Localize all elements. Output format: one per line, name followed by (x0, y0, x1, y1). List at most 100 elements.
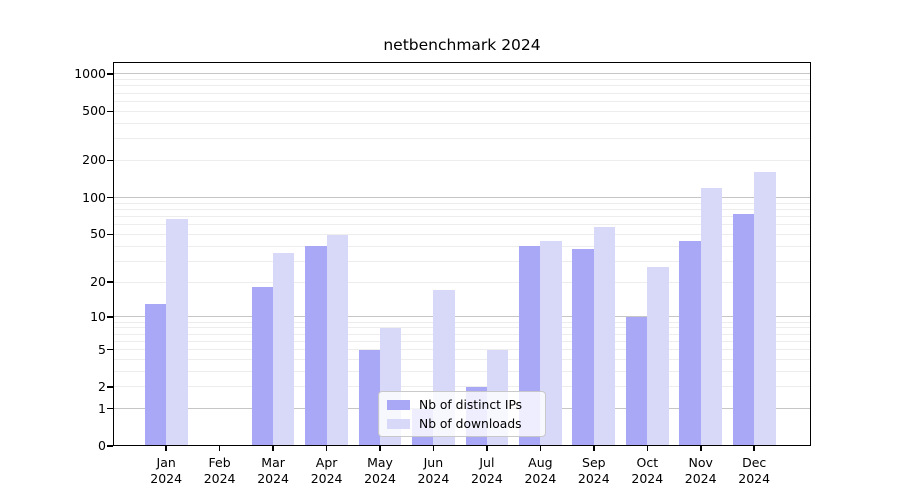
y-tick-label-2: 2 (98, 378, 106, 394)
gridline-minor-90 (113, 202, 811, 204)
x-axis-tick-oct (646, 446, 648, 451)
x-tick-year-jan: 2024 (150, 471, 183, 486)
x-tick-label-jan: Jan 2024 (126, 455, 206, 487)
gridline-minor-500 (113, 110, 811, 112)
x-tick-month-apr: Apr (315, 455, 338, 470)
y-tick-label-500: 500 (82, 103, 106, 119)
gridline-minor-9 (113, 321, 811, 323)
y-tick-label-0: 0 (98, 438, 106, 453)
x-tick-label-nov: Nov 2024 (661, 455, 741, 487)
y-tick-label-100: 100 (82, 189, 106, 205)
x-tick-year-mar: 2024 (257, 471, 289, 486)
x-axis-tick-jan (165, 446, 167, 451)
y-tick-label-200: 200 (82, 152, 106, 168)
gridline-minor-3 (113, 370, 811, 372)
gridline-minor-2 (113, 386, 811, 388)
y-tick-label-10: 10 (90, 308, 106, 324)
bar-downloads-sep (593, 227, 616, 446)
y-axis-tick-2 (107, 386, 113, 388)
x-tick-label-oct: Oct 2024 (607, 455, 687, 487)
x-tick-year-jul: 2024 (470, 471, 503, 486)
bar-distinct-ips-apr (305, 246, 327, 446)
y-axis-tick-100 (107, 196, 113, 199)
gridline-minor-4 (113, 358, 811, 360)
x-tick-year-sep: 2024 (577, 471, 610, 486)
x-tick-label-aug: Aug 2024 (500, 455, 580, 487)
gridline-minor-30 (113, 260, 811, 262)
bar-distinct-ips-dec (732, 213, 755, 446)
gridline-major-1000 (113, 73, 811, 75)
x-axis-tick-sep (593, 446, 595, 451)
x-tick-month-nov: Nov (688, 455, 713, 470)
chart-title: netbenchmark 2024 (383, 36, 541, 54)
x-tick-year-jun: 2024 (417, 471, 450, 486)
x-tick-year-nov: 2024 (684, 471, 717, 486)
legend-item-downloads: Nb of downloads (387, 417, 537, 431)
y-axis-tick-50 (107, 233, 113, 235)
y-tick-label-5: 5 (98, 341, 106, 357)
gridline-minor-70 (113, 215, 811, 217)
x-tick-label-dec: Dec 2024 (714, 455, 794, 487)
y-tick-label-1000: 1000 (74, 65, 106, 81)
x-axis-tick-dec (753, 446, 755, 451)
x-axis-tick-mar (272, 446, 274, 451)
x-tick-year-feb: 2024 (203, 471, 236, 486)
x-tick-label-mar: Mar 2024 (233, 455, 313, 487)
x-tick-label-may: May 2024 (340, 455, 420, 487)
bar-distinct-ips-nov (679, 241, 701, 446)
x-tick-month-may: May (367, 455, 393, 470)
x-tick-month-jun: Jun (423, 455, 444, 470)
gridline-minor-5 (113, 349, 811, 350)
x-tick-label-jul: Jul 2024 (447, 455, 527, 487)
legend: Nb of distinct IPs Nb of downloads (378, 391, 546, 437)
x-axis-tick-apr (325, 446, 328, 451)
legend-swatch-downloads (387, 418, 410, 429)
bar-distinct-ips-mar (251, 287, 274, 446)
bar-downloads-oct (647, 266, 669, 446)
gridline-minor-200 (113, 159, 811, 161)
y-axis-tick-10 (107, 316, 113, 318)
bar-downloads-nov (700, 188, 723, 446)
gridline-minor-300 (113, 138, 811, 140)
x-axis-tick-feb (218, 446, 221, 451)
y-tick-label-20: 20 (90, 274, 106, 289)
gridline-minor-7 (113, 333, 811, 335)
gridline-minor-40 (113, 245, 811, 247)
gridline-minor-80 (113, 208, 811, 210)
gridline-major-10 (113, 316, 811, 318)
x-tick-month-jul: Jul (479, 455, 495, 470)
bar-downloads-jan (166, 218, 188, 446)
y-axis-tick-200 (107, 159, 113, 162)
x-axis-tick-aug (539, 446, 542, 451)
y-tick-label-1: 1 (98, 400, 106, 416)
gridline-major-100 (113, 197, 811, 198)
y-axis-tick-5 (107, 348, 113, 351)
legend-label-distinct-ips: Nb of distinct IPs (419, 397, 523, 412)
gridline-minor-6 (113, 340, 811, 342)
x-tick-month-jan: Jan (156, 455, 176, 470)
gridline-minor-400 (113, 122, 811, 124)
x-tick-label-feb: Feb 2024 (180, 455, 260, 487)
x-tick-label-sep: Sep 2024 (554, 455, 634, 487)
x-tick-month-oct: Oct (636, 455, 659, 470)
x-axis-tick-jun (432, 446, 435, 451)
gridline-minor-900 (113, 79, 811, 81)
bar-downloads-mar (273, 253, 295, 446)
x-tick-year-may: 2024 (364, 471, 396, 486)
x-tick-year-apr: 2024 (310, 471, 343, 486)
x-tick-label-jun: Jun 2024 (393, 455, 473, 487)
gridline-minor-50 (113, 233, 811, 235)
x-axis-tick-may (379, 446, 381, 451)
gridline-minor-800 (113, 85, 811, 87)
y-axis-tick-0 (107, 445, 113, 447)
x-tick-year-dec: 2024 (738, 471, 771, 486)
gridline-minor-600 (113, 100, 811, 102)
x-axis-tick-nov (700, 446, 702, 451)
bar-distinct-ips-sep (572, 248, 594, 446)
gridline-minor-20 (113, 281, 811, 283)
bar-distinct-ips-jan (144, 303, 167, 446)
y-axis-tick-1 (107, 407, 113, 410)
x-tick-year-aug: 2024 (524, 471, 557, 486)
gridline-minor-8 (113, 327, 811, 329)
